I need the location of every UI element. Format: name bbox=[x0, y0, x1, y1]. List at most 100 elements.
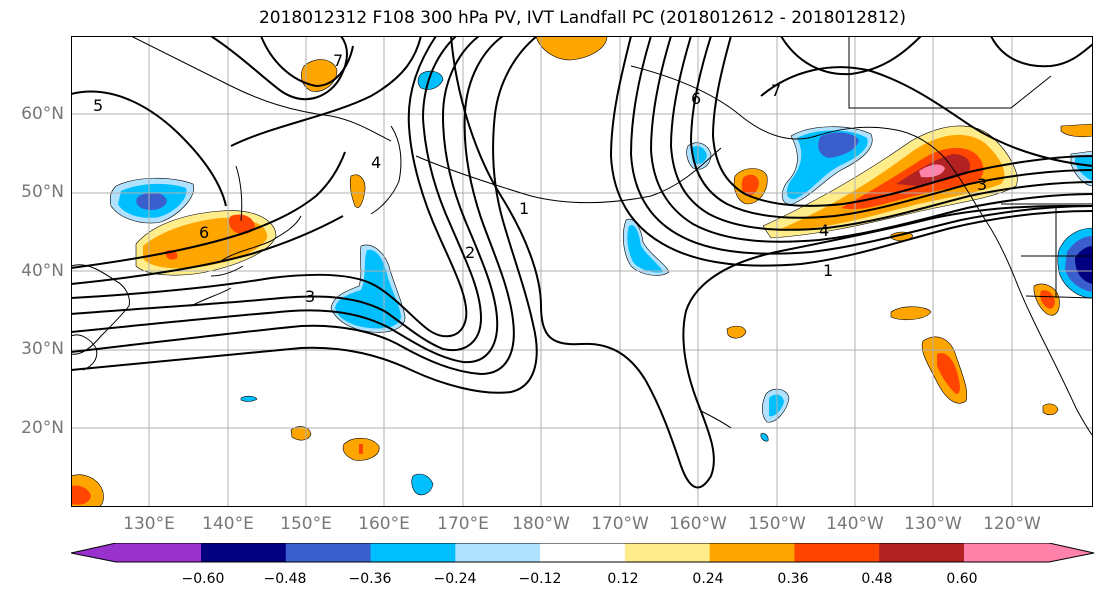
coastline-sakhalin bbox=[235, 165, 243, 222]
lon-label-150w: 150°W bbox=[748, 514, 806, 534]
lon-label-160e: 160°E bbox=[358, 514, 410, 534]
colorbar-segments bbox=[71, 543, 1094, 562]
positive-anomaly-region bbox=[1042, 403, 1059, 416]
negative-anomaly-region bbox=[417, 70, 444, 90]
contour-label: 7 bbox=[771, 81, 781, 100]
colorbar-tick-label: −0.60 bbox=[181, 571, 225, 587]
colorbar-segment bbox=[540, 543, 626, 562]
negative-anomaly-region bbox=[240, 395, 258, 402]
contour-labels: 5 7 6 3 4 2 1 7 6 1 4 3 bbox=[93, 51, 987, 306]
coastline-siberia bbox=[130, 36, 392, 142]
lat-label-40n: 40°N bbox=[21, 261, 64, 281]
coastline-aleutians bbox=[415, 147, 722, 204]
colorbar-outline bbox=[71, 543, 1095, 563]
pv-contour bbox=[71, 36, 483, 352]
contour-label: 2 bbox=[465, 243, 475, 262]
contour-label: 5 bbox=[93, 96, 103, 115]
coastline-alaska bbox=[630, 65, 952, 167]
pv-contour bbox=[990, 36, 1093, 68]
positive-anomaly-region bbox=[359, 444, 363, 454]
pv-contour bbox=[230, 36, 422, 147]
positive-anomaly-region bbox=[71, 485, 91, 505]
lat-label-50n: 50°N bbox=[21, 182, 64, 202]
positive-anomaly-region bbox=[937, 352, 960, 394]
positive-anomaly-region bbox=[919, 164, 945, 178]
lon-label-140e: 140°E bbox=[202, 514, 254, 534]
lat-label-20n: 20°N bbox=[21, 418, 64, 438]
colorbar-segment bbox=[285, 543, 372, 562]
lon-label-180w: 180°W bbox=[512, 514, 570, 534]
pv-contour bbox=[711, 36, 1093, 207]
graticule bbox=[71, 36, 1093, 507]
coastline-korea bbox=[71, 334, 98, 371]
lon-label-130w: 130°W bbox=[904, 514, 962, 534]
negative-anomaly-region bbox=[691, 146, 707, 164]
colorbar-segment bbox=[624, 543, 711, 562]
colorbar-tick-label: 0.24 bbox=[692, 571, 724, 587]
pv-contour bbox=[71, 36, 538, 394]
map-border bbox=[71, 36, 1093, 507]
negative-anomaly-region bbox=[136, 192, 167, 210]
negative-anomaly-region bbox=[411, 473, 434, 496]
negative-anomaly-region bbox=[627, 225, 663, 273]
pv-contour bbox=[760, 66, 1093, 167]
colorbar-tick-label: 0.60 bbox=[946, 571, 978, 587]
pv-contours bbox=[71, 36, 1093, 489]
coastline-kamchatka bbox=[370, 125, 402, 215]
positive-anomaly-region bbox=[1060, 123, 1093, 138]
coastline-asia bbox=[71, 264, 130, 355]
colorbar-segment bbox=[455, 543, 541, 562]
lon-label-170e: 170°E bbox=[437, 514, 489, 534]
contour-label: 7 bbox=[333, 51, 343, 70]
colorbar-tick-label: −0.24 bbox=[433, 571, 477, 587]
positive-anomaly-region bbox=[741, 174, 759, 196]
pv-contour bbox=[669, 36, 1093, 231]
colorbar-tick-label: −0.12 bbox=[518, 571, 562, 587]
colorbar-segment bbox=[709, 543, 796, 562]
pv-contour bbox=[649, 36, 1093, 243]
positive-anomaly-region bbox=[726, 325, 747, 339]
negative-anomaly-region bbox=[760, 433, 769, 442]
us-state-borders bbox=[1021, 206, 1093, 299]
pv-contour bbox=[71, 151, 346, 269]
colorbar-tick-label: −0.48 bbox=[263, 571, 307, 587]
lon-label-130e: 130°E bbox=[123, 514, 175, 534]
positive-anomaly-region bbox=[290, 426, 312, 441]
colorbar-segment bbox=[201, 543, 287, 562]
pv-contour bbox=[71, 90, 227, 207]
positive-anomaly-region bbox=[349, 174, 366, 208]
lon-label-160w: 160°W bbox=[669, 514, 727, 534]
positive-anomaly-region bbox=[535, 36, 608, 61]
colorbar bbox=[71, 543, 1095, 563]
coastline-hawaii bbox=[700, 410, 732, 429]
pv-contour bbox=[609, 36, 1093, 267]
lon-label-140w: 140°W bbox=[826, 514, 884, 534]
colorbar-segment bbox=[71, 543, 201, 562]
pv-contour bbox=[780, 36, 922, 76]
pv-contour bbox=[629, 36, 1093, 255]
contour-label: 6 bbox=[691, 89, 701, 108]
contour-label: 4 bbox=[371, 153, 381, 172]
contour-label: 3 bbox=[305, 287, 315, 306]
pv-contour bbox=[210, 36, 348, 101]
pv-contour bbox=[260, 36, 354, 88]
pv-contour bbox=[71, 36, 468, 338]
lon-label-150e: 150°E bbox=[280, 514, 332, 534]
colorbar-tick-label: 0.36 bbox=[777, 571, 809, 587]
contour-label: 1 bbox=[519, 199, 529, 218]
lon-label-120w: 120°W bbox=[983, 514, 1041, 534]
contour-label: 3 bbox=[977, 175, 987, 194]
positive-anomaly-region bbox=[1040, 290, 1055, 309]
colorbar-segment bbox=[964, 543, 1094, 562]
colorbar-tick-label: −0.36 bbox=[348, 571, 392, 587]
contour-label: 4 bbox=[819, 221, 829, 240]
coastlines bbox=[71, 36, 1093, 437]
lat-label-60n: 60°N bbox=[21, 104, 64, 124]
positive-anomaly-region bbox=[228, 214, 255, 234]
lat-label-30n: 30°N bbox=[21, 339, 64, 359]
colorbar-segment bbox=[370, 543, 456, 562]
positive-anomaly-region bbox=[890, 231, 914, 242]
pv-contour bbox=[450, 36, 1093, 489]
map-plot-area: 5 7 6 3 4 2 1 7 6 1 4 3 bbox=[71, 36, 1093, 507]
negative-anomaly-region bbox=[818, 132, 859, 158]
